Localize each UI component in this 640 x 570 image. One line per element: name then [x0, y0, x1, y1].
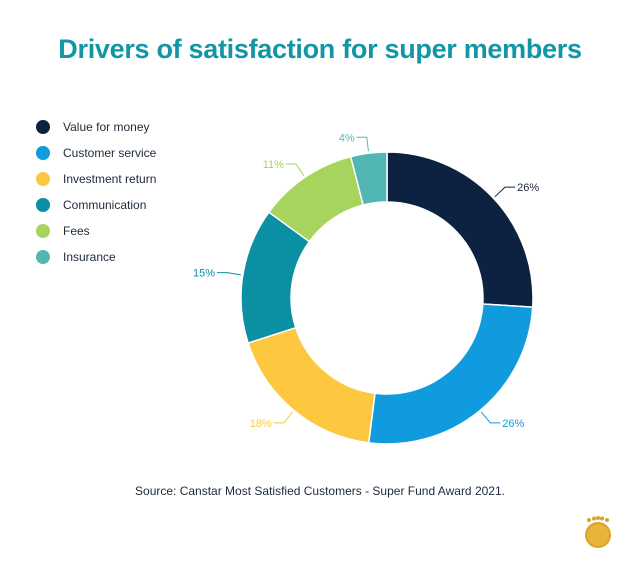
legend-item: Customer service — [36, 140, 156, 166]
slice-value-label: 11% — [263, 159, 284, 171]
slice-leader-line — [480, 411, 501, 424]
legend-item: Communication — [36, 192, 156, 218]
legend-label: Customer service — [63, 146, 157, 160]
legend-label: Investment return — [63, 172, 157, 186]
legend-item: Value for money — [36, 114, 156, 140]
chart-title: Drivers of satisfaction for super member… — [58, 34, 582, 64]
slice-leader-line — [494, 186, 516, 198]
slice-leader-line — [285, 163, 305, 176]
slice-leader-line — [356, 136, 369, 152]
legend-swatch — [36, 198, 50, 212]
legend-label: Value for money — [63, 120, 150, 134]
legend-item: Investment return — [36, 166, 156, 192]
legend-label: Fees — [63, 224, 90, 238]
slice-value-label: 26% — [517, 182, 539, 194]
legend-swatch — [36, 224, 50, 238]
slice-leader-line — [216, 272, 241, 276]
slice-value-label: 4% — [339, 132, 355, 144]
legend-label: Insurance — [63, 250, 116, 264]
source-note: Source: Canstar Most Satisfied Customers… — [135, 484, 505, 498]
legend-swatch — [36, 146, 50, 160]
legend-swatch — [36, 172, 50, 186]
legend-item: Insurance — [36, 244, 156, 270]
slice-value-label: 15% — [193, 268, 215, 280]
legend-item: Fees — [36, 218, 156, 244]
legend: Value for money Customer service Investmen… — [36, 114, 156, 270]
donut-slice — [386, 151, 534, 308]
slice-value-label: 18% — [250, 418, 272, 430]
donut-slice — [349, 151, 388, 206]
slice-value-label: 26% — [502, 418, 524, 430]
legend-swatch — [36, 250, 50, 264]
legend-swatch — [36, 120, 50, 134]
legend-label: Communication — [63, 198, 147, 212]
canstar-logo — [585, 516, 611, 548]
slice-leader-line — [273, 411, 294, 424]
